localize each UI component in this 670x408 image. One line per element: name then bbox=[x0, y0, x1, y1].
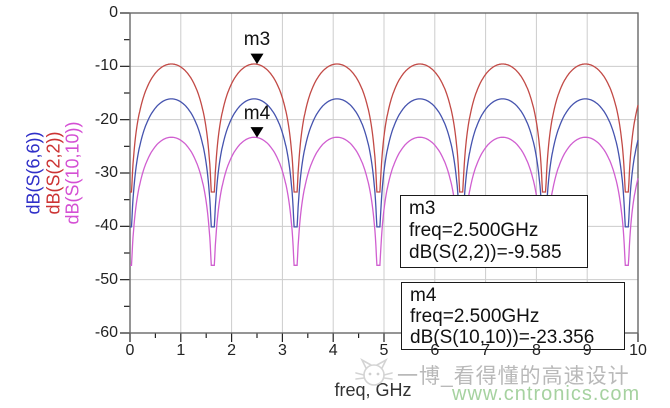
y-axis-series-label-s66: dB(S(6,6)) bbox=[23, 131, 44, 215]
y-axis-series-label-s22: dB(S(2,2)) bbox=[43, 131, 64, 215]
marker-freq-line: freq=2.500GHz bbox=[409, 220, 539, 241]
marker-readout-box-m3[interactable]: m3 freq=2.500GHz dB(S(2,2))=-9.585 bbox=[400, 195, 588, 268]
marker-id-line: m3 bbox=[409, 198, 436, 219]
x-axis-title: freq, GHz bbox=[334, 380, 412, 400]
curve-dB(S(10,10))[interactable] bbox=[130, 136, 639, 266]
marker-triangle-m4[interactable] bbox=[250, 127, 264, 138]
marker-value-line: dB(S(2,2))=-9.585 bbox=[409, 242, 562, 263]
marker-freq-line: freq=2.500GHz bbox=[410, 306, 540, 327]
curve-dB(S(6,6))[interactable] bbox=[130, 98, 639, 228]
marker-id-line: m4 bbox=[410, 285, 437, 306]
marker-value-line: dB(S(10,10))=-23.356 bbox=[410, 327, 595, 348]
plot-border bbox=[129, 12, 639, 334]
y-axis-series-label-s1010: dB(S(10,10)) bbox=[62, 121, 83, 225]
marker-readout-box-m4[interactable]: m4 freq=2.500GHz dB(S(10,10))=-23.356 bbox=[401, 282, 625, 350]
marker-triangle-m3[interactable] bbox=[250, 53, 264, 65]
curve-dB(S(2,2))[interactable] bbox=[130, 63, 639, 193]
